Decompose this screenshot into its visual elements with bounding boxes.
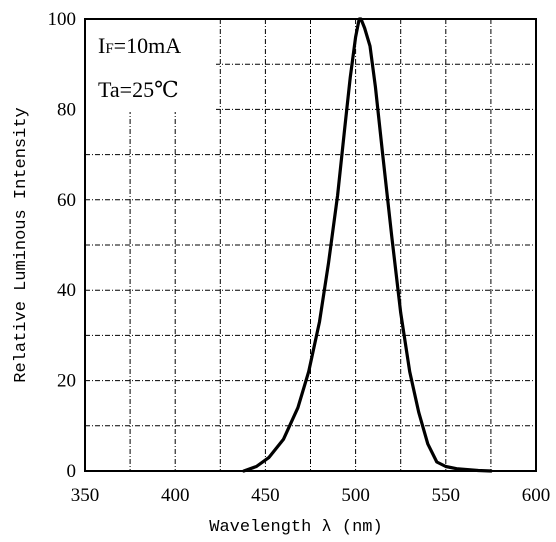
y-tick-labels: 0 20 40 60 80 100 <box>48 9 77 482</box>
x-axis-label: Wavelength λ (nm) <box>209 518 382 537</box>
y-axis-label: Relative Luminous Intensity <box>12 107 31 382</box>
y-tick-label: 0 <box>67 461 77 482</box>
x-tick-label: 600 <box>522 485 551 506</box>
x-tick-label: 500 <box>341 485 370 506</box>
annotation-temperature: Ta=25℃ <box>98 77 179 102</box>
x-tick-label: 450 <box>251 485 280 506</box>
y-tick-label: 60 <box>57 190 76 211</box>
x-tick-label: 350 <box>71 485 100 506</box>
y-tick-label: 100 <box>48 9 77 30</box>
y-tick-label: 40 <box>57 280 76 301</box>
x-tick-label: 550 <box>432 485 461 506</box>
x-tick-labels: 350 400 450 500 550 600 <box>71 485 551 506</box>
x-tick-label: 400 <box>161 485 190 506</box>
y-tick-label: 20 <box>57 371 76 392</box>
y-tick-label: 80 <box>57 99 76 120</box>
